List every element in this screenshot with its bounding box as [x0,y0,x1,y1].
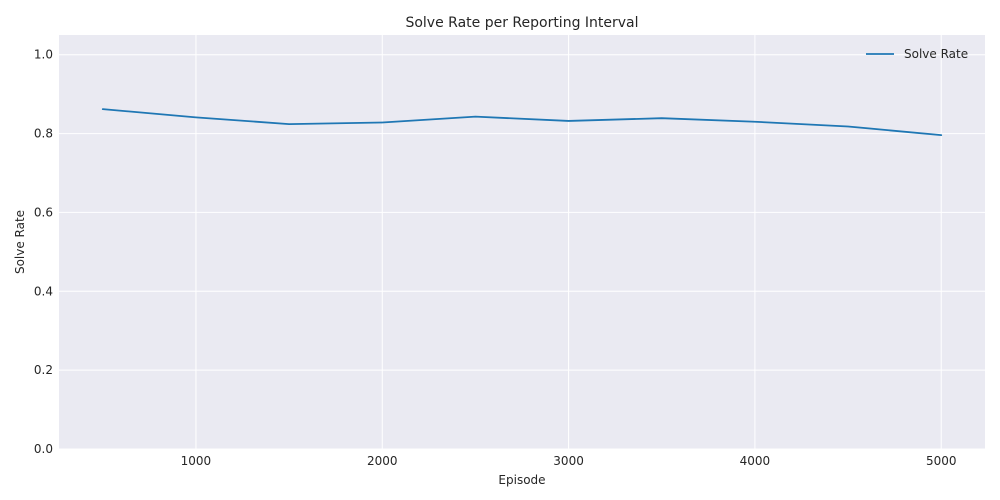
y-tick-label: 1.0 [34,48,53,62]
x-tick-label: 2000 [367,454,398,468]
y-tick-label: 0.4 [34,284,53,298]
x-tick-label: 5000 [926,454,957,468]
legend: Solve Rate [866,47,968,61]
series-layer [101,108,943,137]
y-tick-label: 0.0 [34,442,53,456]
y-tick-label: 0.6 [34,205,53,219]
tick-labels: 1000 2000 3000 4000 5000 0.0 0.2 0.4 0.6 0.8 1.0 [34,48,957,468]
y-axis-label: Solve Rate [13,210,27,274]
x-axis-label: Episode [498,473,545,487]
grid [59,35,985,450]
y-tick-label: 0.2 [34,363,53,377]
plot-area [59,35,985,449]
x-tick-label: 4000 [740,454,771,468]
x-tick-label: 1000 [181,454,212,468]
chart-title: Solve Rate per Reporting Interval [405,15,638,31]
series-line-solve-rate [101,108,943,137]
legend-label-solve-rate: Solve Rate [904,47,968,61]
y-tick-label: 0.8 [34,127,53,141]
x-tick-label: 3000 [553,454,584,468]
